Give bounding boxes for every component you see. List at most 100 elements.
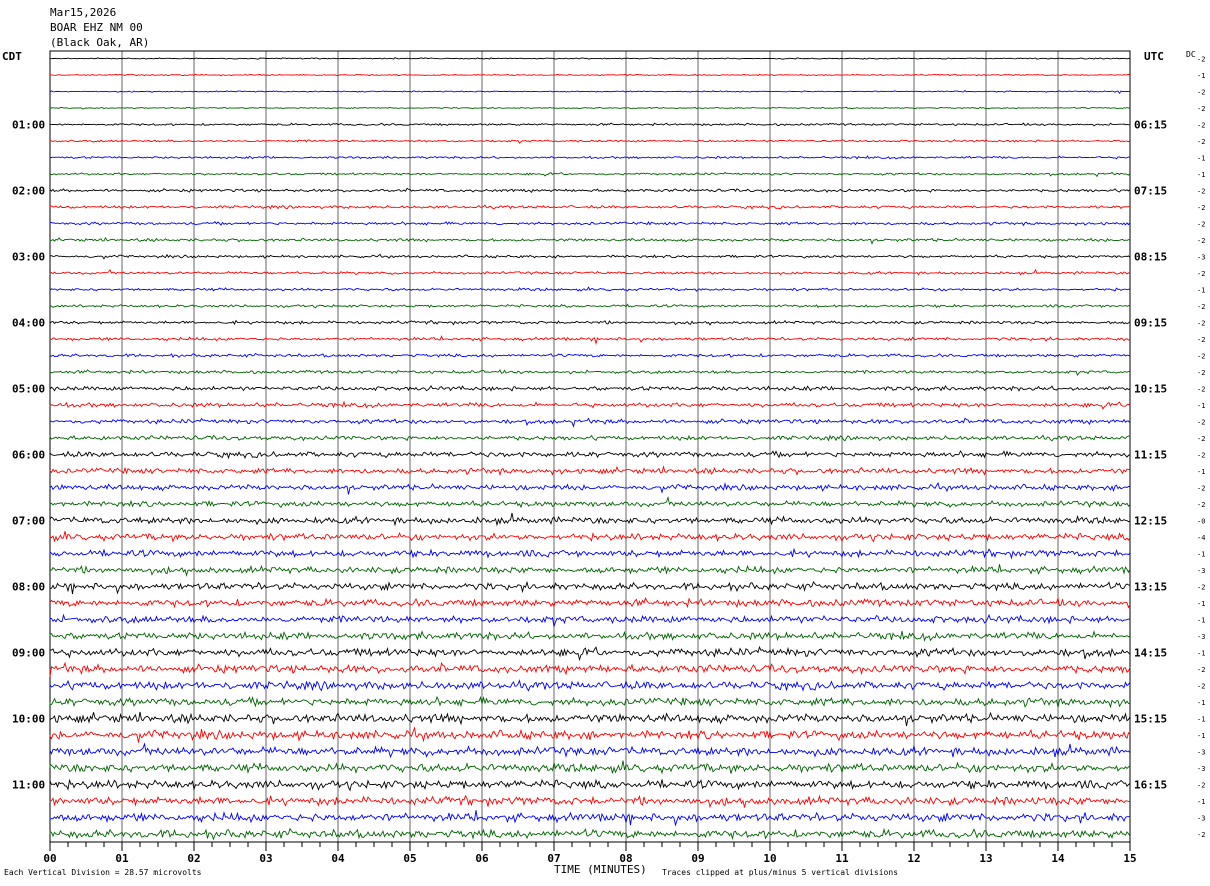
- right-time-label-11: 16:15: [1134, 779, 1167, 792]
- dc-offset-38: -2: [1197, 666, 1205, 674]
- trace-9: [49, 187, 1131, 194]
- x-axis-title: TIME (MINUTES): [554, 863, 647, 876]
- right-time-label-1: 06:15: [1134, 119, 1167, 132]
- left-time-label-5: 05:00: [12, 383, 45, 396]
- dc-offset-47: -3: [1197, 815, 1205, 823]
- dc-offset-46: -1: [1197, 798, 1205, 806]
- dc-offset-19: -2: [1197, 353, 1205, 361]
- right-time-label-9: 14:15: [1134, 647, 1167, 660]
- dc-offset-13: -3: [1197, 254, 1205, 262]
- trace-16: [49, 303, 1131, 309]
- x-tick-label-01: 01: [115, 852, 129, 865]
- trace-35: [49, 613, 1131, 627]
- header-date: Mar15,2026: [50, 6, 117, 19]
- trace-32: [49, 564, 1131, 577]
- right-time-label-4: 09:15: [1134, 317, 1167, 330]
- plot-frame: [49, 50, 1131, 843]
- dc-offset-6: -2: [1197, 138, 1205, 146]
- left-time-label-11: 11:00: [12, 779, 45, 792]
- right-time-label-8: 13:15: [1134, 581, 1167, 594]
- trace-5: [49, 122, 1131, 127]
- trace-47: [49, 810, 1131, 827]
- dc-offset-30: -4: [1197, 534, 1205, 542]
- dc-offset-16: -2: [1197, 303, 1205, 311]
- trace-31: [49, 547, 1131, 560]
- dc-offset-20: -2: [1197, 369, 1205, 377]
- trace-33: [49, 580, 1131, 595]
- trace-39: [49, 679, 1131, 692]
- dc-offset-14: -2: [1197, 270, 1205, 278]
- trace-27: [49, 481, 1131, 495]
- trace-15: [49, 286, 1131, 292]
- trace-41: [49, 711, 1131, 727]
- left-time-label-3: 03:00: [12, 251, 45, 264]
- right-time-label-5: 10:15: [1134, 383, 1167, 396]
- dc-offset-25: -2: [1197, 452, 1205, 460]
- dc-offset-41: -1: [1197, 716, 1205, 724]
- trace-30: [49, 531, 1131, 543]
- dc-offset-22: -1: [1197, 402, 1205, 410]
- left-time-label-4: 04:00: [12, 317, 45, 330]
- header-location: (Black Oak, AR): [50, 36, 150, 49]
- dc-offset-45: -2: [1197, 782, 1205, 790]
- trace-8: [49, 171, 1131, 178]
- left-time-label-10: 10:00: [12, 713, 45, 726]
- dc-offset-5: -2: [1197, 122, 1205, 130]
- right-time-label-6: 11:15: [1134, 449, 1167, 462]
- left-time-label-7: 07:00: [12, 515, 45, 528]
- x-tick-label-14: 14: [1051, 852, 1065, 865]
- trace-23: [49, 417, 1131, 428]
- x-tick-label-00: 00: [43, 852, 56, 865]
- dc-offset-12: -2: [1197, 237, 1205, 245]
- left-time-label-6: 06:00: [12, 449, 45, 462]
- trace-11: [49, 221, 1131, 227]
- trace-25: [49, 450, 1131, 460]
- left-time-label-9: 09:00: [12, 647, 45, 660]
- x-tick-label-12: 12: [907, 852, 920, 865]
- trace-43: [49, 742, 1131, 759]
- dc-offset-37: -1: [1197, 650, 1205, 658]
- x-tick-label-06: 06: [475, 852, 489, 865]
- x-tick-label-04: 04: [331, 852, 345, 865]
- dc-offset-32: -3: [1197, 567, 1205, 575]
- dc-offset-21: -2: [1197, 386, 1205, 394]
- trace-17: [49, 319, 1131, 326]
- x-tick-label-13: 13: [979, 852, 992, 865]
- x-tick-label-09: 09: [691, 852, 704, 865]
- dc-offset-2: -1: [1197, 72, 1205, 80]
- x-tick-label-03: 03: [259, 852, 272, 865]
- dc-offset-29: -0: [1197, 518, 1205, 526]
- dc-offset-28: -2: [1197, 501, 1205, 509]
- right-time-label-2: 07:15: [1134, 185, 1167, 198]
- right-time-label-7: 12:15: [1134, 515, 1167, 528]
- header-station: BOAR EHZ NM 00: [50, 21, 143, 34]
- dc-offset-35: -1: [1197, 617, 1205, 625]
- dc-offset-3: -2: [1197, 89, 1205, 97]
- left-axis-label: CDT: [2, 50, 22, 63]
- trace-34: [49, 596, 1131, 609]
- trace-18: [49, 335, 1131, 346]
- dc-offset-44: -3: [1197, 765, 1205, 773]
- dc-offset-36: -3: [1197, 633, 1205, 641]
- trace-6: [49, 139, 1131, 144]
- trace-22: [49, 400, 1131, 410]
- trace-20: [49, 369, 1131, 377]
- trace-3: [49, 89, 1131, 94]
- trace-46: [49, 794, 1130, 809]
- dc-offset-1: -2: [1197, 56, 1205, 64]
- trace-38: [49, 661, 1131, 677]
- dc-offset-27: -2: [1197, 485, 1205, 493]
- trace-37: [49, 645, 1131, 662]
- trace-48: [49, 827, 1131, 841]
- dc-offset-17: -2: [1197, 320, 1205, 328]
- dc-offset-8: -1: [1197, 171, 1205, 179]
- trace-19: [49, 352, 1131, 359]
- dc-label: DC: [1186, 50, 1196, 59]
- dc-offset-9: -2: [1197, 188, 1205, 196]
- left-time-label-8: 08:00: [12, 581, 45, 594]
- trace-10: [49, 204, 1131, 210]
- x-tick-label-05: 05: [403, 852, 416, 865]
- x-tick-label-08: 08: [619, 852, 632, 865]
- right-axis-label: UTC: [1144, 50, 1164, 63]
